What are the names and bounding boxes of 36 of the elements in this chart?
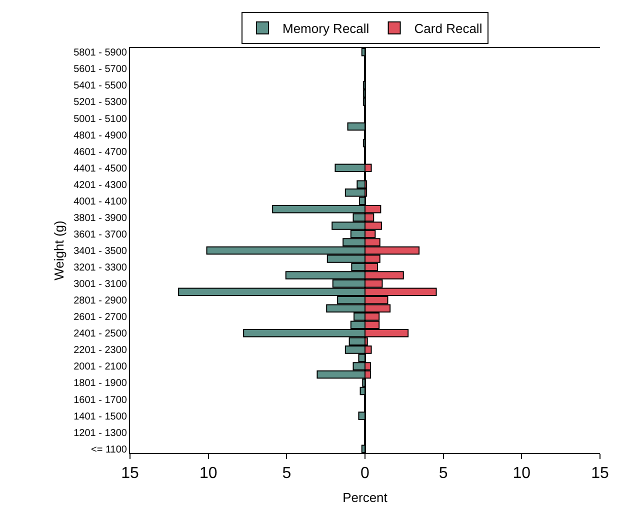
x-axis-title: Percent <box>342 490 388 505</box>
y-axis-title: Weight (g) <box>52 220 67 280</box>
y-tick-label: 3401 - 3500 <box>74 246 128 257</box>
y-tick-label: 5401 - 5500 <box>74 80 128 92</box>
y-tick-label: 4601 - 4700 <box>74 146 128 158</box>
y-tick-label: 1201 - 1300 <box>74 428 128 439</box>
y-tick-label: 5001 - 5100 <box>74 114 128 125</box>
y-tick-label: 2401 - 2500 <box>74 328 128 340</box>
x-tick-label: 5 <box>438 465 448 482</box>
y-tick-label: 5601 - 5700 <box>74 64 128 76</box>
y-tick-label: 3601 - 3700 <box>74 229 128 240</box>
y-tick-label: 1601 - 1700 <box>74 394 128 406</box>
x-tick-label: 5 <box>282 465 292 482</box>
y-tick-label: 2801 - 2900 <box>74 296 128 307</box>
legend-label: Memory Recall <box>282 20 370 36</box>
x-tick-label: 15 <box>591 465 609 482</box>
y-tick-label: 4201 - 4300 <box>74 180 128 191</box>
y-tick-label: 5801 - 5900 <box>74 48 128 59</box>
y-tick-label: 2201 - 2300 <box>74 345 128 356</box>
x-tick-label: 10 <box>512 465 531 482</box>
y-tick-label: 4001 - 4100 <box>74 196 128 208</box>
y-tick-label: <= 1100 <box>91 444 128 456</box>
y-tick-label: 1801 - 1900 <box>74 378 128 390</box>
y-tick-label: 3201 - 3300 <box>74 262 128 274</box>
y-tick-label: 3801 - 3900 <box>74 212 128 224</box>
y-tick-label: 2001 - 2100 <box>74 362 128 373</box>
y-tick-label: 4401 - 4500 <box>74 163 128 174</box>
y-tick-label: 3001 - 3100 <box>74 279 128 290</box>
y-tick-label: 4801 - 4900 <box>74 130 128 142</box>
y-tick-label: 1401 - 1500 <box>74 411 128 422</box>
y-tick-label: 5201 - 5300 <box>74 97 128 108</box>
x-tick-label: 0 <box>360 465 370 482</box>
x-tick-label: 15 <box>121 465 139 482</box>
y-tick-label: 2601 - 2700 <box>74 312 128 324</box>
x-tick-label: 10 <box>199 465 218 482</box>
legend-label: Card Recall <box>414 20 482 36</box>
